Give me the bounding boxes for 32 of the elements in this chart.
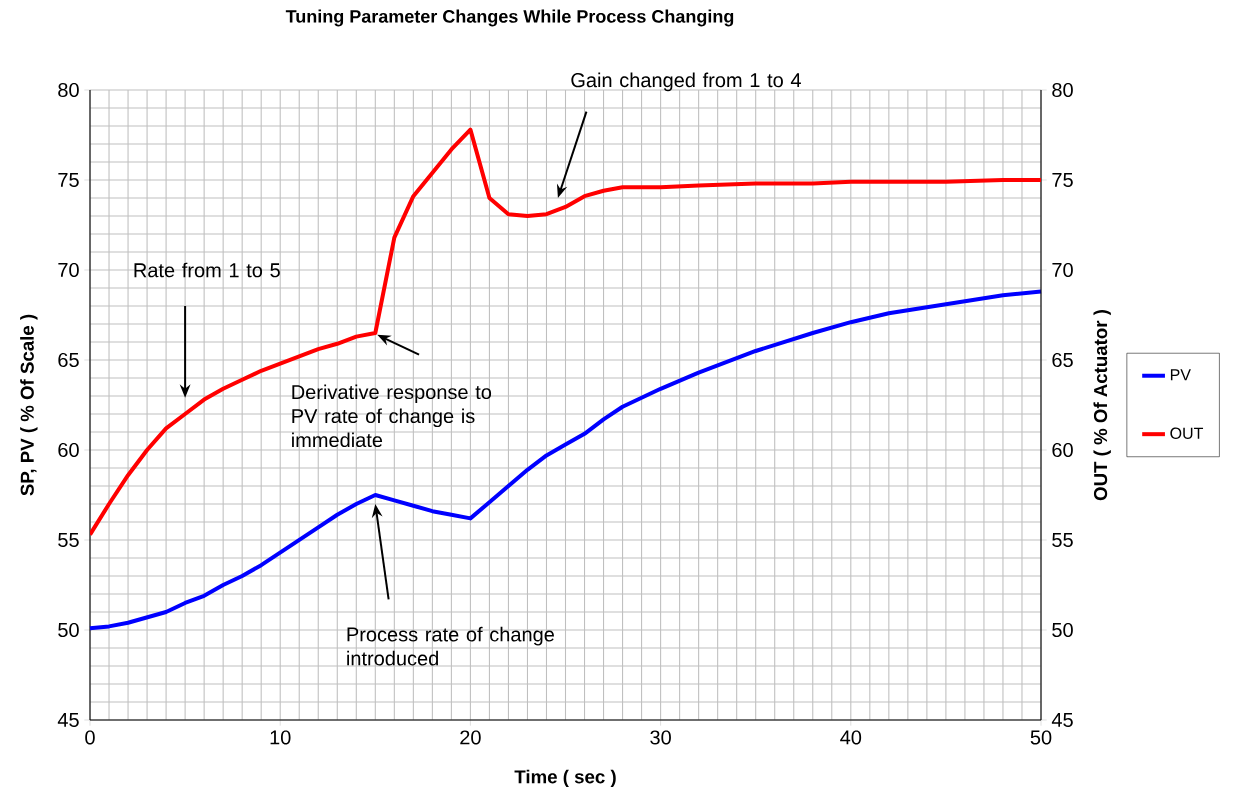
- annotation: Rate from 1 to 5: [134, 262, 280, 278]
- annotation: Derivative response to PV rate of change is immediate: [292, 384, 492, 448]
- y2-tick-label: 75: [1052, 173, 1073, 187]
- y-tick-label: 55: [58, 533, 79, 547]
- y2-tick-label: 80: [1052, 82, 1073, 98]
- x-tick-label: 20: [460, 730, 481, 745]
- y-axis-title: SP, PV ( % Of Scale ): [20, 314, 38, 496]
- annotation: Process rate of change introduced: [347, 626, 554, 666]
- y-tick-label: 50: [58, 622, 79, 638]
- y-tick-label: 70: [58, 262, 79, 278]
- x-tick-label: 50: [1030, 730, 1052, 745]
- y-tick-label: 65: [58, 352, 79, 368]
- x-tick-label: 40: [840, 730, 862, 745]
- y2-tick-label: 55: [1052, 533, 1073, 547]
- y2-tick-label: 50: [1052, 622, 1073, 638]
- y2-axis-title: OUT ( % Of Actuator ): [1093, 310, 1111, 501]
- y2-tick-label: 60: [1052, 442, 1073, 458]
- y2-tick-label: 70: [1052, 262, 1073, 278]
- y2-tick-label: 65: [1052, 352, 1073, 368]
- chart-title: Tuning Parameter Changes While Process Changing: [285, 9, 734, 27]
- y-tick-label: 60: [58, 442, 79, 458]
- legend-label: OUT: [1170, 427, 1204, 439]
- y2-tick-label: 45: [1051, 713, 1073, 727]
- x-tick-label: 10: [270, 730, 291, 745]
- annotation: Gain changed from 1 to 4: [571, 72, 801, 92]
- y-tick-label: 75: [58, 173, 79, 187]
- legend-label: PV: [1170, 369, 1191, 381]
- x-axis-title: Time ( sec ): [514, 769, 616, 788]
- y-tick-label: 45: [57, 713, 79, 727]
- x-tick-label: 0: [85, 730, 95, 745]
- x-tick-label: 30: [650, 730, 671, 745]
- y-tick-label: 80: [58, 82, 79, 98]
